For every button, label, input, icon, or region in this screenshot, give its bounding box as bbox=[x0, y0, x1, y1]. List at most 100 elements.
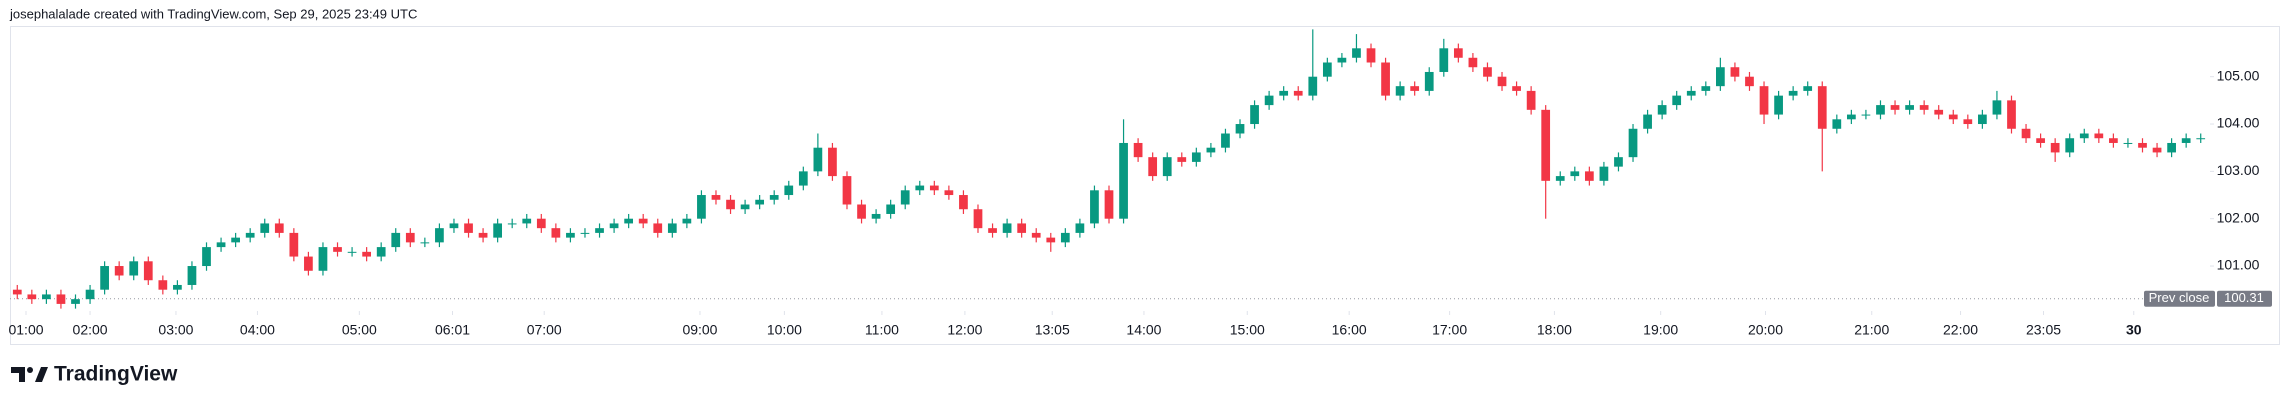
candle-body bbox=[755, 199, 765, 205]
prev-close-badge bbox=[2144, 290, 2215, 307]
candle-body bbox=[1250, 105, 1259, 125]
candle bbox=[1381, 57, 1390, 101]
candle bbox=[260, 218, 270, 238]
candle bbox=[1599, 161, 1609, 186]
candle-body bbox=[740, 204, 750, 210]
candle bbox=[376, 242, 386, 262]
candle bbox=[973, 204, 983, 233]
candle bbox=[100, 261, 109, 295]
x-tick-label: 18:00 bbox=[1537, 322, 1572, 338]
candle bbox=[1672, 90, 1682, 110]
candle-body bbox=[1293, 90, 1303, 96]
candle bbox=[1002, 218, 1012, 238]
candle bbox=[464, 218, 473, 238]
x-tick-label: 21:00 bbox=[1854, 322, 1889, 338]
candle-body bbox=[318, 247, 328, 271]
candle bbox=[1352, 34, 1361, 63]
candle bbox=[1847, 109, 1856, 125]
candle-body bbox=[726, 199, 735, 210]
candle-body bbox=[202, 247, 211, 267]
chart-title: josephalalade created with TradingView.c… bbox=[9, 6, 417, 21]
candle bbox=[1366, 43, 1376, 68]
candle-body bbox=[1322, 62, 1332, 77]
candle bbox=[1817, 81, 1827, 172]
candle bbox=[1614, 152, 1623, 172]
candle-body bbox=[1745, 76, 1754, 87]
candle-body bbox=[1614, 157, 1623, 167]
candle-body bbox=[1308, 76, 1318, 96]
candle bbox=[2109, 133, 2118, 148]
x-tick-label: 14:00 bbox=[1126, 322, 1161, 338]
candle bbox=[551, 223, 561, 243]
candle-body bbox=[158, 280, 168, 290]
candle bbox=[755, 195, 765, 210]
candle-body bbox=[1235, 124, 1245, 134]
candle bbox=[274, 218, 284, 238]
candle bbox=[1978, 109, 1987, 129]
candle bbox=[143, 256, 153, 285]
candle-body bbox=[2152, 147, 2162, 153]
candle bbox=[187, 261, 197, 290]
candle-body bbox=[1584, 171, 1594, 181]
candle bbox=[391, 228, 401, 252]
candle-body bbox=[769, 195, 779, 200]
candle-body bbox=[507, 223, 517, 225]
candle-body bbox=[216, 242, 226, 248]
candle bbox=[1584, 166, 1594, 186]
x-tick-label: 02:00 bbox=[73, 322, 108, 338]
chart-frame bbox=[10, 26, 2280, 345]
candle bbox=[1701, 81, 1711, 96]
candle-body bbox=[1206, 147, 1216, 153]
candle bbox=[1745, 71, 1754, 91]
y-tick-label: 101.00 bbox=[2217, 257, 2260, 273]
candle-body bbox=[333, 247, 342, 252]
candle bbox=[828, 142, 837, 181]
candle bbox=[2079, 128, 2089, 143]
candle-body bbox=[1512, 86, 1521, 91]
candle-body bbox=[1817, 86, 1827, 129]
candle-body bbox=[1686, 90, 1696, 96]
candle bbox=[1861, 109, 1871, 120]
candle-body bbox=[1628, 128, 1638, 158]
candle-body bbox=[784, 185, 794, 196]
candle bbox=[27, 289, 37, 304]
candle-body bbox=[2094, 133, 2104, 139]
candle bbox=[1919, 100, 1929, 115]
x-tick-label: 03:00 bbox=[158, 322, 193, 338]
candle bbox=[2021, 124, 2031, 143]
candle-body bbox=[711, 195, 721, 200]
candle-body bbox=[1221, 133, 1230, 148]
candle-body bbox=[27, 294, 37, 300]
candle-body bbox=[915, 185, 925, 191]
candle bbox=[245, 228, 255, 243]
candle bbox=[769, 190, 779, 205]
candle bbox=[420, 237, 430, 248]
candle-body bbox=[42, 294, 51, 300]
candle-body bbox=[2079, 133, 2089, 139]
candle-body bbox=[1788, 90, 1798, 96]
candle-body bbox=[2123, 142, 2133, 144]
candle-body bbox=[100, 266, 109, 290]
candle bbox=[1148, 152, 1158, 181]
candle bbox=[2152, 142, 2162, 158]
candle bbox=[711, 190, 721, 205]
candle bbox=[566, 228, 575, 243]
candle-body bbox=[347, 251, 357, 253]
candle bbox=[886, 199, 896, 219]
candle-body bbox=[638, 218, 648, 224]
candle-body bbox=[1075, 223, 1085, 233]
candle-body bbox=[245, 232, 255, 238]
x-tick-label: 06:01 bbox=[435, 322, 470, 338]
candle bbox=[959, 190, 968, 214]
brand-logo: TradingView bbox=[11, 363, 178, 386]
x-tick-label: 11:00 bbox=[865, 322, 899, 338]
x-tick-label: 16:00 bbox=[1332, 322, 1367, 338]
candle-body bbox=[1002, 223, 1012, 233]
candle bbox=[624, 213, 634, 229]
candle-body bbox=[1715, 67, 1725, 87]
candle bbox=[2050, 138, 2060, 162]
candle bbox=[857, 199, 866, 224]
candle bbox=[1832, 114, 1842, 134]
candle bbox=[1337, 53, 1347, 68]
